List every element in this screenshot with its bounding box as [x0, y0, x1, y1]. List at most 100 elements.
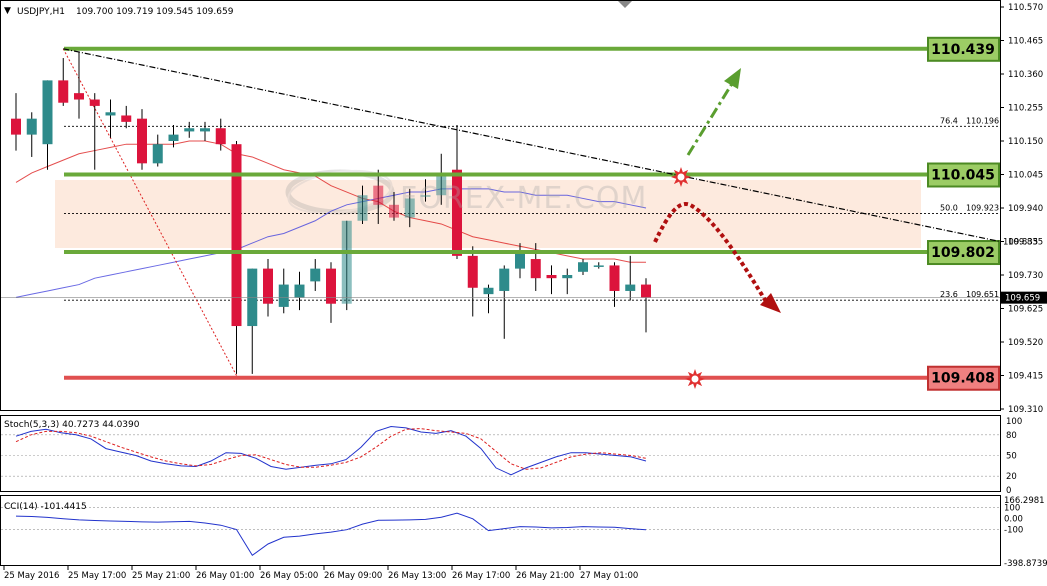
current-price-label: 109.659: [1005, 294, 1040, 304]
watermark-text: FOREX-ME.COM: [400, 181, 647, 216]
fib-price-label: 109.651: [966, 290, 999, 299]
candle-body: [58, 80, 69, 103]
candle-body: [467, 255, 478, 288]
x-tick-label: 25 May 2016: [4, 571, 59, 581]
stoch-y-label: 20: [1006, 472, 1017, 482]
candle-body: [294, 284, 305, 298]
y-tick-label: 110.150: [1008, 137, 1043, 147]
y-tick-label: 109.940: [1008, 204, 1043, 214]
y-tick-label: 109.730: [1008, 271, 1043, 281]
stoch-panel: [0, 415, 1001, 492]
burst-inner: [677, 173, 685, 181]
candle-body: [89, 99, 100, 106]
cci-y-label: -100: [1004, 526, 1023, 536]
candle-body: [562, 275, 573, 279]
candle-body: [404, 198, 415, 218]
fib-price-label: 109.923: [966, 203, 999, 212]
bullish-arrow: [686, 68, 741, 156]
candle-body: [247, 268, 258, 327]
fib-level-label: 50.0: [940, 203, 958, 212]
candle-body: [26, 118, 37, 135]
candle-body: [452, 169, 462, 256]
y-tick-label: 109.625: [1008, 305, 1043, 315]
menu-arrow-icon[interactable]: ▼: [4, 6, 11, 16]
candle-body: [420, 195, 431, 197]
candle-body: [625, 284, 636, 291]
candle-body: [373, 185, 384, 205]
price-zone: [55, 180, 921, 248]
candle-body: [515, 252, 525, 269]
candle-body: [546, 275, 557, 279]
breakout-burst-icon: [685, 369, 705, 389]
chart-ohlc: 109.700 109.719 109.545 109.659: [76, 7, 234, 17]
fib-price-label: 110.196: [966, 116, 999, 125]
candle-body: [641, 284, 651, 298]
stoch-y-label: 50: [1006, 452, 1017, 462]
candle-body: [168, 134, 179, 141]
fib-level-label: 76.4: [940, 116, 958, 125]
candle-body: [152, 144, 163, 164]
x-tick-label: 26 May 13:00: [388, 571, 446, 581]
x-tick-label: 27 May 01:00: [580, 571, 638, 581]
candle-body: [530, 259, 541, 279]
y-tick-label: 110.045: [1008, 171, 1043, 181]
x-tick-label: 26 May 01:00: [196, 571, 254, 581]
cci-y-label: 0.00: [1004, 515, 1023, 525]
candle-body: [499, 268, 510, 291]
x-tick-label: 26 May 17:00: [452, 571, 510, 581]
y-tick-label: 110.570: [1008, 3, 1043, 13]
y-tick-label: 110.360: [1008, 70, 1043, 80]
candle-body: [137, 118, 147, 164]
candle-body: [357, 195, 368, 221]
x-tick-label: 26 May 05:00: [260, 571, 318, 581]
stoch-y-label: 100: [1006, 417, 1022, 427]
watermark: [285, 169, 395, 215]
candle-body: [200, 128, 210, 132]
candle-body: [609, 265, 620, 291]
candle-body: [42, 80, 53, 145]
candle-body: [593, 265, 604, 267]
y-tick-label: 109.310: [1008, 405, 1043, 415]
y-tick-label: 110.255: [1008, 104, 1043, 114]
chart-symbol: USDJPY,H1: [17, 7, 65, 17]
burst-inner: [691, 375, 699, 383]
level-label: 110.439: [931, 42, 995, 58]
candle-body: [326, 268, 336, 304]
candle-body: [74, 93, 84, 100]
trendline-price-label: 109.835: [1003, 238, 1038, 248]
level-label-box: [927, 365, 1000, 391]
level-label-box: [927, 36, 1000, 62]
candle-body: [11, 118, 21, 135]
stoch-line: [15, 428, 647, 470]
candle-body: [215, 128, 226, 145]
fib-level-label: 23.6: [940, 290, 958, 299]
cci-line: [15, 512, 647, 557]
cci-y-label: 100: [1004, 503, 1020, 513]
level-label-box: [927, 162, 1000, 188]
bearish-arrow: [653, 202, 781, 313]
moving-average-line: [15, 188, 647, 298]
level-label: 110.045: [931, 168, 995, 184]
level-label: 109.802: [931, 245, 995, 261]
x-tick-label: 25 May 17:00: [68, 571, 126, 581]
stoch-line: [15, 425, 647, 476]
y-tick-label: 110.465: [1008, 37, 1043, 47]
level-label-box: [927, 240, 1000, 266]
candle-body: [389, 204, 399, 218]
candle-body: [278, 284, 289, 307]
candle-body: [263, 268, 273, 304]
candle-body: [578, 262, 588, 272]
cci-y-label: -398.8739: [1004, 559, 1047, 569]
candle-body: [121, 115, 132, 122]
chart-shift-icon: [618, 1, 632, 8]
stoch-y-label: 80: [1006, 431, 1017, 441]
candle-body: [310, 268, 321, 282]
level-label: 109.408: [931, 371, 995, 387]
x-tick-label: 26 May 21:00: [516, 571, 574, 581]
y-tick-label: 109.415: [1008, 372, 1043, 382]
x-tick-label: 25 May 21:00: [132, 571, 190, 581]
y-tick-label: 109.520: [1008, 338, 1043, 348]
